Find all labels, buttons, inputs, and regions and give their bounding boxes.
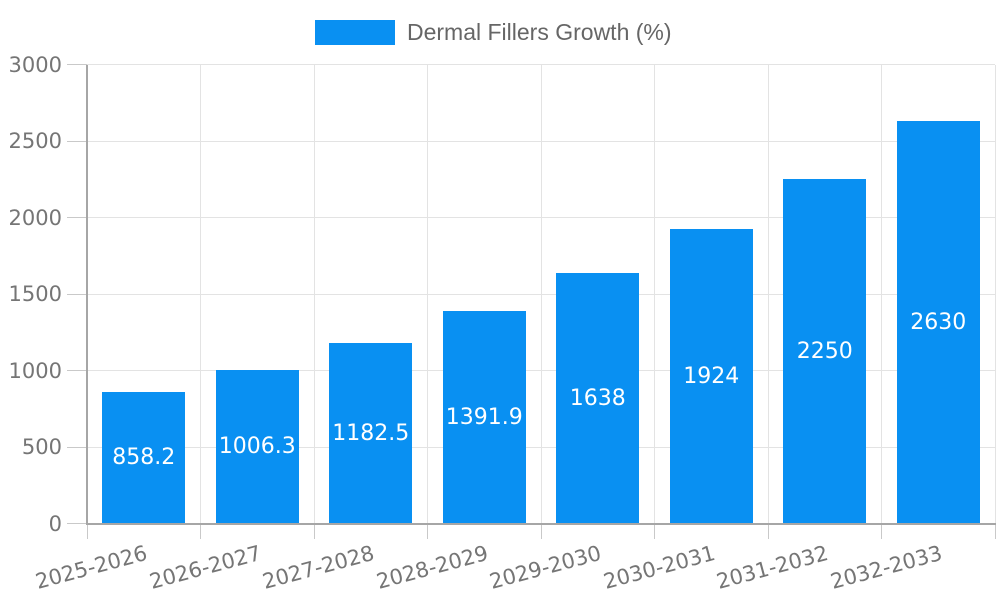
bar-value-label: 2250 (796, 338, 853, 364)
bar[interactable]: 2630 (896, 121, 980, 524)
bar-value-label: 858.2 (112, 445, 176, 471)
x-tick-label: 2026-2027 (146, 541, 264, 594)
bar-value-label: 1924 (683, 363, 740, 389)
bar[interactable]: 1391.9 (442, 310, 526, 524)
bar-value-label: 1006.3 (218, 434, 296, 459)
bar[interactable]: 1638 (556, 272, 640, 524)
x-axis-tick (881, 523, 882, 539)
x-tick-label: 2032-2033 (827, 541, 945, 594)
bar-value-label: 1182.5 (332, 420, 410, 446)
y-tick-label: 1500 (8, 282, 62, 306)
y-axis-tick (67, 293, 87, 295)
gridline-vertical (200, 64, 201, 524)
legend-label: Dermal Fillers Growth (%) (407, 19, 672, 45)
y-axis-tick (67, 446, 87, 448)
gridline-vertical (654, 64, 655, 524)
x-axis-tick (313, 523, 315, 539)
y-tick-label: 0 (48, 511, 62, 536)
gridline-vertical (881, 64, 882, 524)
x-tick-label: 2025-2026 (33, 541, 150, 594)
y-axis-tick (67, 140, 87, 142)
bar[interactable]: 2250 (783, 179, 867, 524)
x-axis-tick (767, 523, 769, 539)
bar-value-label: 1391.9 (445, 404, 523, 430)
chart-legend[interactable]: Dermal Fillers Growth (%) (315, 19, 672, 45)
y-tick-label: 2500 (8, 129, 62, 153)
x-axis-tick (427, 523, 428, 539)
bar[interactable]: 1924 (669, 229, 753, 524)
y-tick-label: 3000 (8, 52, 62, 77)
y-axis-tick (67, 64, 87, 65)
x-tick-label: 2028-2029 (373, 541, 491, 594)
bar[interactable]: 1006.3 (215, 369, 299, 524)
legend-swatch-icon (315, 19, 395, 45)
y-axis-line (85, 64, 88, 524)
y-axis-tick (67, 370, 87, 371)
y-tick-label: 1000 (8, 358, 62, 383)
x-axis-tick (540, 523, 542, 539)
bar[interactable]: 858.2 (102, 392, 186, 524)
gridline-vertical (767, 64, 769, 524)
x-axis-tick (654, 523, 655, 539)
y-axis-tick (67, 523, 87, 524)
gridline-vertical (313, 64, 315, 524)
gridline-vertical (994, 64, 996, 524)
y-tick-label: 2000 (8, 205, 62, 230)
gridline-vertical (427, 64, 428, 524)
x-tick-label: 2030-2031 (600, 541, 718, 594)
x-tick-label: 2031-2032 (714, 541, 831, 594)
bar[interactable]: 1182.5 (329, 342, 413, 524)
x-axis-tick (200, 523, 201, 539)
x-axis-line (85, 522, 996, 525)
gridline-vertical (540, 64, 542, 524)
y-tick-label: 500 (21, 435, 62, 459)
x-axis-tick (994, 523, 996, 539)
y-axis-tick (67, 217, 87, 218)
x-tick-label: 2029-2030 (487, 541, 604, 594)
x-tick-label: 2027-2028 (260, 541, 377, 594)
bar-value-label: 2630 (910, 309, 967, 335)
bar-value-label: 1638 (569, 385, 626, 411)
x-axis-tick (86, 523, 88, 539)
